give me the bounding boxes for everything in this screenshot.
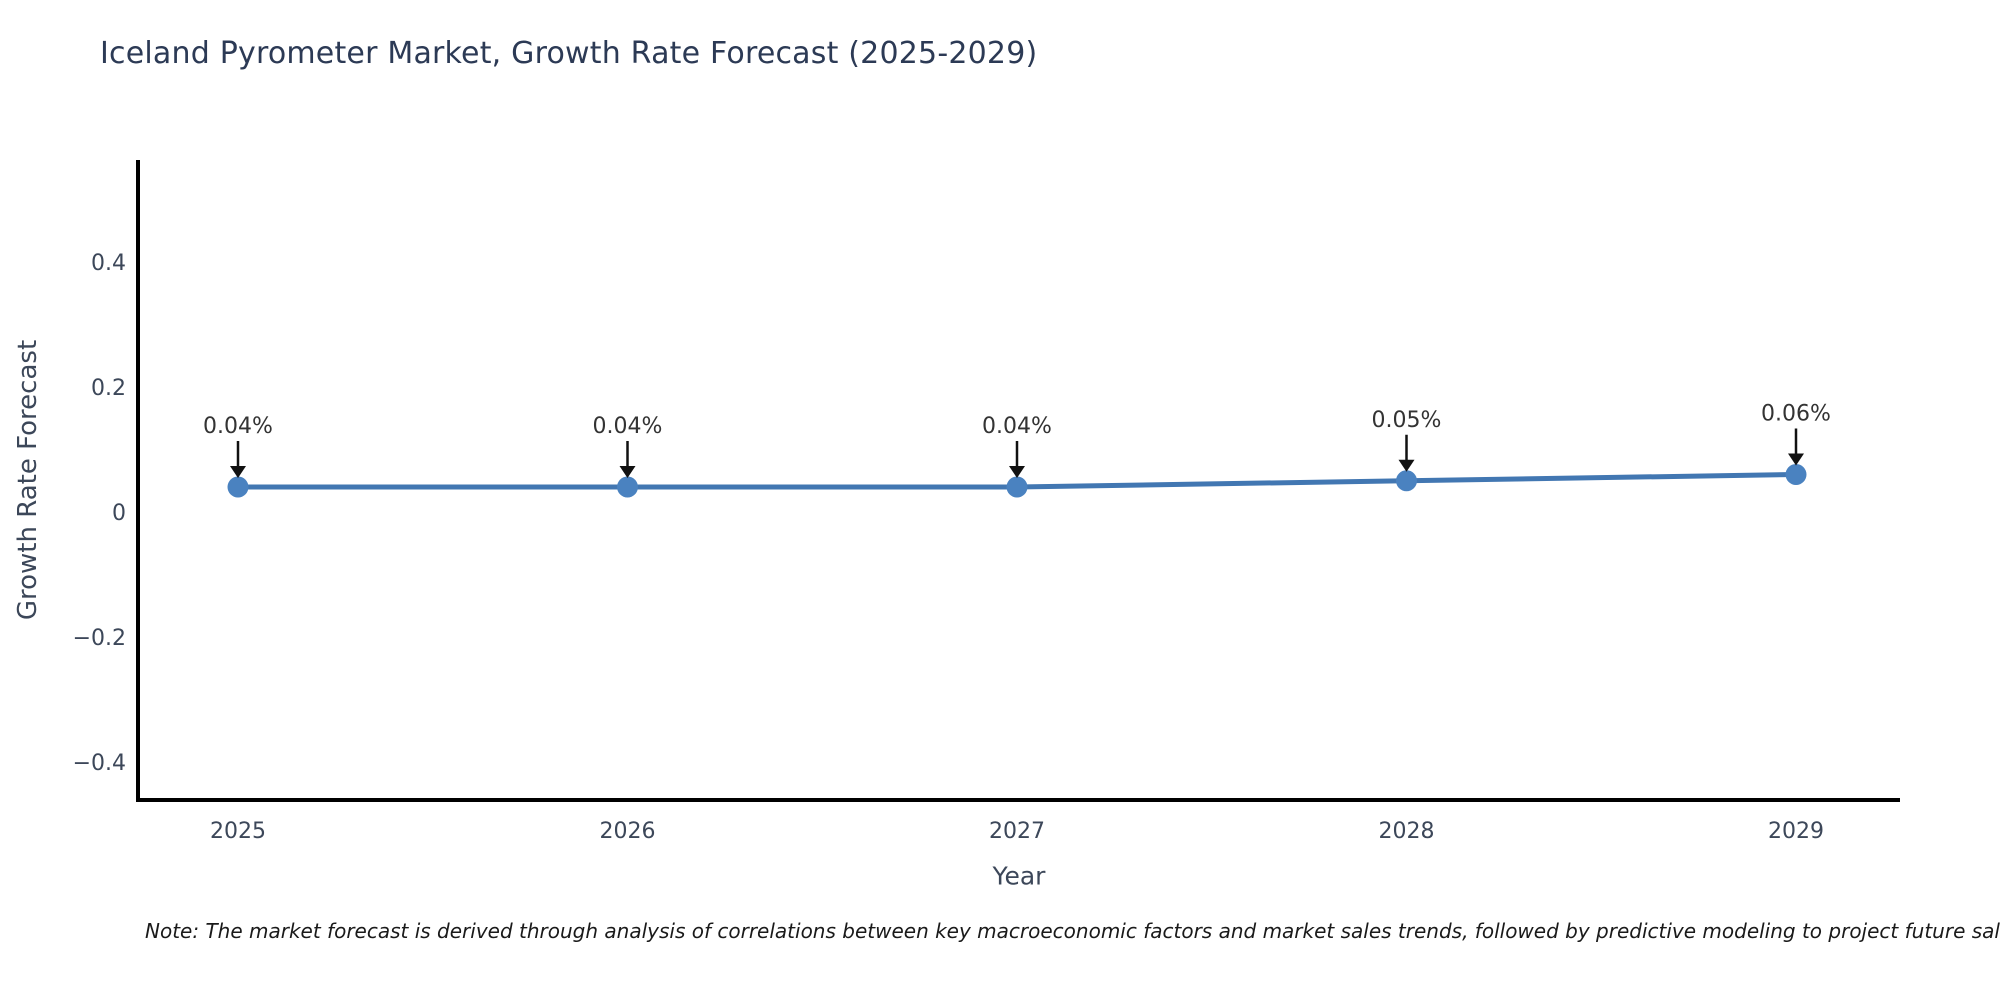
annotation-label: 0.04% [982,414,1052,439]
x-tick-label: 2027 [989,819,1045,844]
annotation-arrow-head [619,466,636,478]
annotation-label: 0.04% [203,414,273,439]
y-tick-label: 0 [112,501,126,526]
x-tick-label: 2028 [1379,819,1435,844]
data-point-2029 [1785,464,1807,485]
annotation-label: 0.05% [1372,408,1442,433]
annotation-label: 0.06% [1761,402,1831,427]
footnote: Note: The market forecast is derived thr… [145,919,2000,943]
y-tick-label: −0.4 [73,751,126,776]
chart-title: Iceland Pyrometer Market, Growth Rate Fo… [100,36,1038,71]
y-axis-spine [136,160,140,802]
y-tick-label: 0.4 [91,251,126,276]
annotation-arrow-head [230,466,246,478]
x-tick-label: 2026 [600,819,656,844]
x-axis-spine [136,798,1900,802]
y-tick-label: −0.2 [73,626,126,651]
annotation-arrow-head [1788,453,1804,466]
annotation-arrow-head [1009,466,1025,478]
data-point-2027 [1006,476,1028,498]
y-tick-label: 0.2 [91,376,126,401]
x-axis-label: Year [992,861,1046,891]
data-point-2026 [617,476,638,498]
x-tick-label: 2029 [1768,819,1824,844]
data-point-2028 [1396,470,1417,492]
annotation-label: 0.04% [593,414,663,439]
data-point-2025 [227,476,249,498]
x-tick-label: 2025 [210,819,266,844]
annotation-arrow-head [1398,459,1415,472]
